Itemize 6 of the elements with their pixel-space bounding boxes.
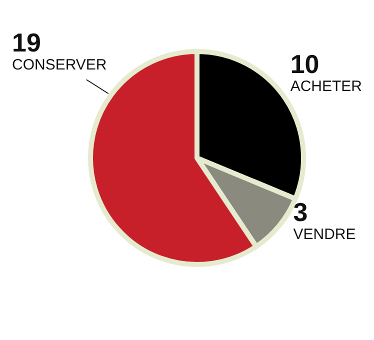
data-label: 10 xyxy=(290,48,320,79)
data-label: 3 xyxy=(293,196,308,227)
data-label: 19 xyxy=(12,27,41,58)
slice-label: VENDRE xyxy=(293,226,356,243)
slice-label: CONSERVER xyxy=(12,56,107,74)
slice-label: ACHETER xyxy=(290,78,362,95)
